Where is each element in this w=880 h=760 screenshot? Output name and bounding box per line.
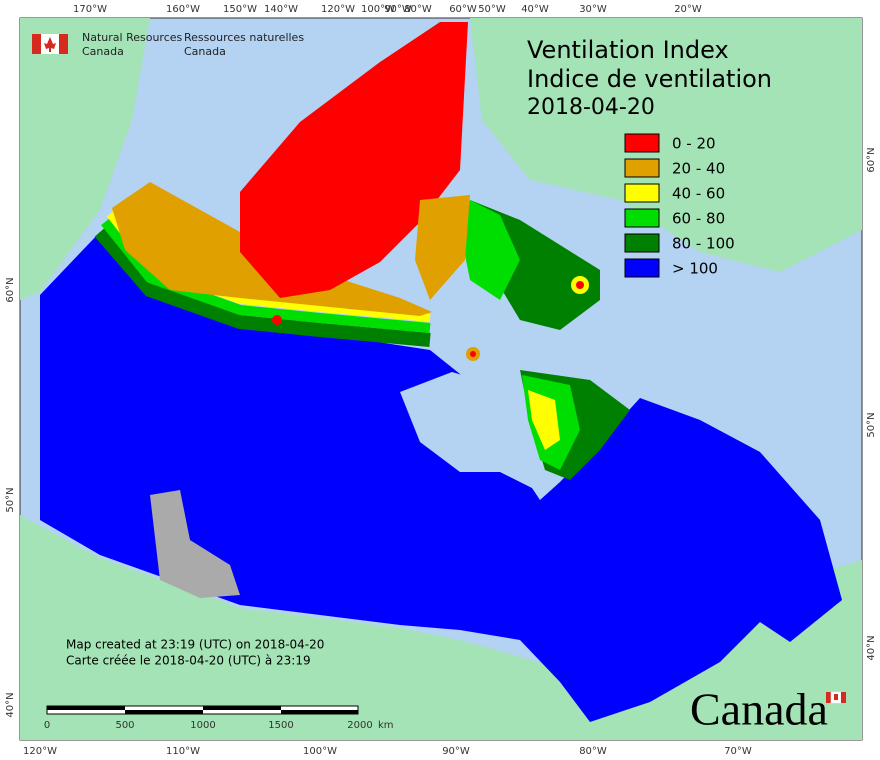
wordmark-flag <box>826 691 846 704</box>
scale-label: 500 <box>115 720 134 731</box>
legend: 0 - 20 20 - 40 40 - 60 60 - 80 80 - 100 > 100 <box>624 133 735 278</box>
longitude-label: 40°W <box>521 4 549 15</box>
footer: Carte créée le 2018-04-20 (UTC) à 23:19 <box>66 654 311 668</box>
legend-label: 80 - 100 <box>672 235 735 253</box>
longitude-label: 150°W <box>223 4 257 15</box>
scale-label: 2000 <box>347 720 372 731</box>
longitude-label: 140°W <box>264 4 298 15</box>
legend-label: 20 - 40 <box>672 160 725 178</box>
flag-band <box>841 692 846 703</box>
footer: Map created at 23:19 (UTC) on 2018-04-20 <box>66 638 324 652</box>
latitude-label: 60°N <box>5 277 16 302</box>
band-0-20 <box>240 22 468 298</box>
longitude-label: 80°W <box>404 4 432 15</box>
title: Ventilation Index <box>527 36 729 64</box>
longitude-label: 90°W <box>442 746 470 757</box>
agency-fr: Ressources naturelles <box>184 31 304 44</box>
legend-swatch <box>624 158 660 178</box>
canada-above-100 <box>40 232 842 722</box>
legend-label: 60 - 80 <box>672 210 725 228</box>
longitude-label: 170°W <box>73 4 107 15</box>
scale-unit: km <box>378 720 394 731</box>
scale-bar <box>46 705 359 715</box>
legend-label: 0 - 20 <box>672 135 716 153</box>
legend-swatch <box>624 258 660 278</box>
longitude-label: 90°W <box>384 4 412 15</box>
legend-label: > 100 <box>672 260 718 278</box>
longitude-label: 120°W <box>321 4 355 15</box>
hudson-bay <box>400 372 560 492</box>
legend-swatch <box>624 183 660 203</box>
nrcan-logo <box>32 34 68 54</box>
longitude-label: 100°W <box>361 4 395 15</box>
longitude-label: 120°W <box>23 746 57 757</box>
title: Indice de ventilation <box>527 65 772 93</box>
band-60-80 <box>101 218 431 333</box>
flag-band <box>32 34 41 54</box>
longitude-label: 50°W <box>478 4 506 15</box>
scale-bar-segment <box>203 706 281 710</box>
scale-bar-segment <box>47 706 125 710</box>
legend-swatch <box>624 233 660 253</box>
hotspot <box>576 281 584 289</box>
longitude-label: 70°W <box>724 746 752 757</box>
flag-band <box>59 34 68 54</box>
latitude-label: 40°N <box>866 635 877 660</box>
longitude-label: 110°W <box>166 746 200 757</box>
hotspot <box>470 351 476 357</box>
scale-bar-segment <box>281 710 358 714</box>
longitude-label: 160°W <box>166 4 200 15</box>
longitude-label: 100°W <box>303 746 337 757</box>
maple-leaf <box>834 694 838 700</box>
legend-swatch <box>624 208 660 228</box>
longitude-label: 30°W <box>579 4 607 15</box>
scale-label: 0 <box>44 720 50 731</box>
legend-swatch <box>624 133 660 153</box>
agency-en: Canada <box>82 45 124 58</box>
legend-label: 40 - 60 <box>672 185 725 203</box>
longitude-label: 60°W <box>449 4 477 15</box>
greenland <box>470 18 862 272</box>
scale-label: 1500 <box>268 720 293 731</box>
no-data-area <box>150 490 240 598</box>
agency-fr: Canada <box>184 45 226 58</box>
graticule-labels: 170°W 160°W 150°W 140°W 120°W 100°W90°W80°W 60… <box>5 4 877 757</box>
flag-band <box>826 692 831 703</box>
maple-leaf <box>44 37 56 52</box>
wordmark: Canada <box>690 684 828 735</box>
latitude-label: 50°N <box>866 412 877 437</box>
band-80-100 <box>94 227 431 347</box>
longitude-label: 20°W <box>674 4 702 15</box>
latitude-label: 60°N <box>866 147 877 172</box>
title: 2018-04-20 <box>527 95 655 120</box>
baffin-20-40 <box>415 195 470 300</box>
agency-en: Natural Resources <box>82 31 183 44</box>
alaska <box>20 18 150 300</box>
scale-label: 1000 <box>190 720 215 731</box>
scale-bar-segment <box>125 710 203 714</box>
quebec-40-60 <box>528 390 560 450</box>
latitude-label: 40°N <box>5 692 16 717</box>
baffin-60-80 <box>460 200 520 300</box>
latitude-label: 50°N <box>5 487 16 512</box>
hotspot <box>272 315 282 325</box>
longitude-label: 80°W <box>579 746 607 757</box>
